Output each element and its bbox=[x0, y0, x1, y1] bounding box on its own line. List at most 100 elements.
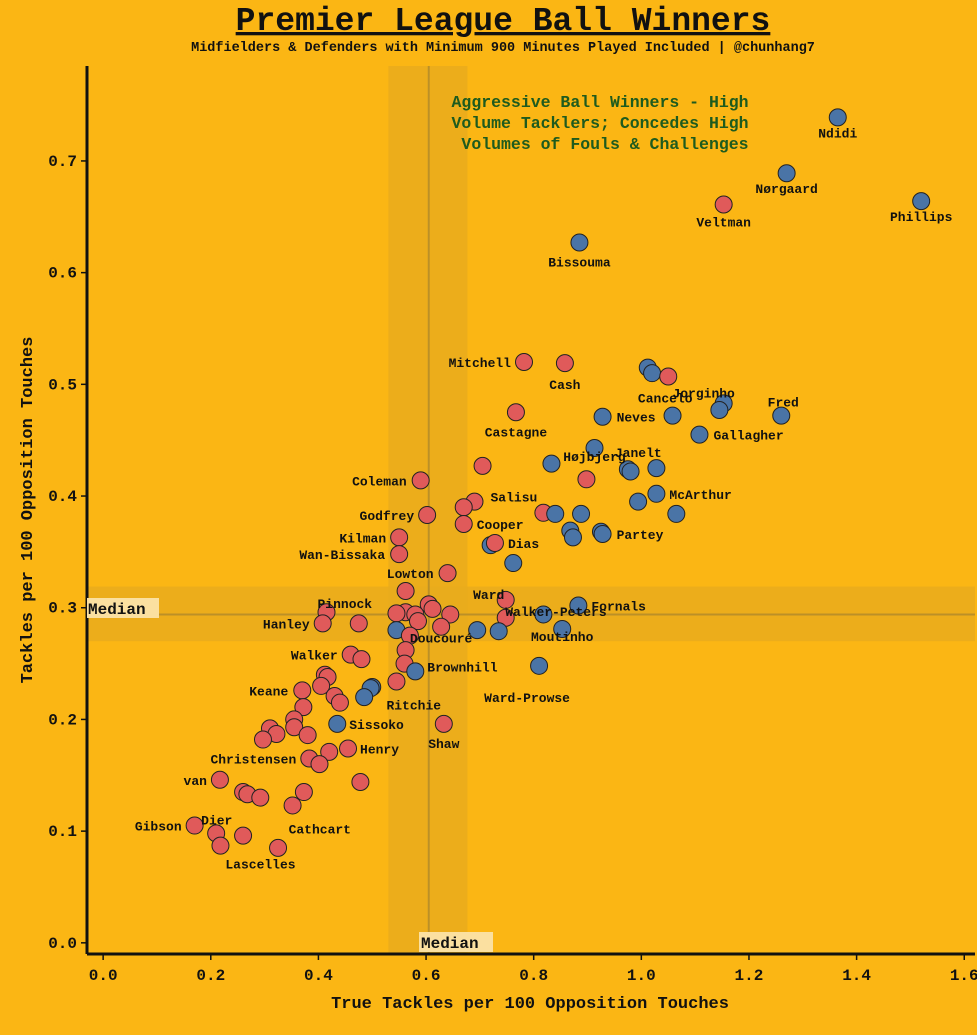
point-18 bbox=[473, 456, 492, 475]
point-label: Jorginho bbox=[672, 386, 735, 401]
point-label: Bissouma bbox=[548, 255, 611, 270]
point-label: Partey bbox=[617, 528, 664, 543]
median-x-label-text: Median bbox=[421, 935, 479, 953]
point-ritchie bbox=[387, 672, 406, 691]
point-label: Gibson bbox=[135, 820, 182, 835]
point-moutinho bbox=[553, 619, 572, 638]
point-label: Shaw bbox=[428, 737, 459, 752]
y-tick-label: 0.4 bbox=[48, 488, 77, 506]
point-55 bbox=[534, 605, 553, 624]
point-15 bbox=[663, 406, 682, 425]
point-33 bbox=[667, 504, 686, 523]
point-label: Lowton bbox=[387, 567, 434, 582]
point-label: Nørgaard bbox=[755, 182, 817, 197]
point-8 bbox=[643, 364, 662, 383]
point-cash bbox=[555, 354, 574, 373]
point-11 bbox=[710, 401, 729, 420]
point-label: Brownhill bbox=[427, 660, 497, 675]
annotation-line-2: Volume Tacklers; Concedes High bbox=[452, 114, 749, 133]
point-veltman bbox=[714, 195, 733, 214]
point-label: Mitchell bbox=[449, 356, 512, 371]
point-label: Pinnock bbox=[317, 597, 372, 612]
point-label: Cathcart bbox=[289, 822, 351, 837]
x-tick-label: 0.2 bbox=[196, 967, 225, 985]
point-mitchell bbox=[515, 353, 534, 371]
point-68 bbox=[352, 650, 371, 669]
point-52 bbox=[387, 604, 406, 623]
annotation-line-1: Aggressive Ball Winners - High bbox=[452, 93, 749, 112]
point-label: Lascelles bbox=[225, 858, 295, 873]
point-28 bbox=[454, 498, 473, 517]
point-label: Walker bbox=[291, 649, 338, 664]
point-partey bbox=[593, 525, 612, 544]
x-tick-label: 1.6 bbox=[950, 967, 977, 985]
x-tick-label: 1.2 bbox=[735, 967, 764, 985]
point-shaw bbox=[434, 714, 453, 733]
y-tick-label: 0.5 bbox=[48, 376, 77, 394]
point-57 bbox=[408, 612, 427, 631]
point-label: van bbox=[184, 774, 208, 789]
y-tick-label: 0.6 bbox=[48, 265, 77, 283]
point-92 bbox=[320, 742, 339, 761]
y-tick-label: 0.3 bbox=[48, 600, 77, 618]
y-tick-label: 0.1 bbox=[48, 823, 77, 841]
x-tick-label: 0.0 bbox=[89, 967, 118, 985]
point-label: Salisu bbox=[490, 491, 537, 506]
axes: 0.0 0.2 0.4 0.6 0.8 1.0 1.2 1.4 1.6 0.0 0.1 0.2 0.3 0… bbox=[48, 66, 977, 985]
point-94 bbox=[310, 755, 329, 774]
point-label: Fornals bbox=[591, 600, 646, 615]
point-kilman bbox=[390, 528, 409, 547]
point-label: Dier bbox=[201, 813, 232, 828]
point-bissouma bbox=[570, 233, 589, 252]
point-99 bbox=[294, 783, 313, 802]
point-label: Kilman bbox=[339, 531, 386, 546]
point-label: Højbjerg bbox=[563, 450, 626, 465]
point-label: Veltman bbox=[696, 216, 751, 231]
data-points bbox=[185, 108, 931, 857]
point-label: Godfrey bbox=[360, 509, 415, 524]
point-label: Ritchie bbox=[386, 698, 441, 713]
point-label: Walker-Peters bbox=[505, 605, 607, 620]
point-label: Hanley bbox=[263, 617, 310, 632]
point-label: Keane bbox=[249, 684, 288, 699]
point-gallagher bbox=[690, 425, 709, 444]
median-x-label-box bbox=[419, 932, 493, 952]
point-50 bbox=[423, 599, 442, 618]
point-keane bbox=[293, 681, 312, 700]
median-y-label-box bbox=[87, 598, 159, 618]
point-label: Castagne bbox=[485, 425, 548, 440]
point-lascelles bbox=[211, 836, 230, 855]
point-neves bbox=[593, 407, 612, 426]
y-tick-label: 0.7 bbox=[48, 153, 77, 171]
point-phillips bbox=[912, 192, 931, 211]
point-19 bbox=[542, 454, 561, 473]
point-godfrey bbox=[418, 506, 437, 525]
point-59 bbox=[349, 614, 368, 633]
point-label: Neves bbox=[617, 411, 656, 426]
median-y-label: Median bbox=[87, 598, 159, 619]
point-ward bbox=[496, 590, 515, 609]
x-axis-label: True Tackles per 100 Opposition Touches bbox=[331, 995, 729, 1014]
point-brownhill bbox=[406, 662, 425, 681]
point-label: Cooper bbox=[477, 518, 524, 533]
point-label: Moutinho bbox=[531, 630, 594, 645]
x-tick-label: 0.4 bbox=[304, 967, 333, 985]
point-38 bbox=[563, 528, 582, 547]
point-45 bbox=[396, 581, 415, 600]
point-label: Fred bbox=[768, 396, 799, 411]
point-cancelo bbox=[659, 367, 678, 386]
y-axis-label: Tackles per 100 Opposition Touches bbox=[19, 337, 38, 684]
point-coleman bbox=[411, 471, 430, 490]
point-lowton bbox=[438, 564, 457, 583]
point-label: Christensen bbox=[210, 753, 296, 768]
point-75 bbox=[312, 676, 331, 695]
median-x-label: Median bbox=[419, 932, 493, 953]
point-89 bbox=[298, 726, 317, 745]
point-90 bbox=[253, 730, 272, 749]
point-label: Cancelo bbox=[638, 392, 693, 407]
x-tick-label: 1.4 bbox=[842, 967, 871, 985]
annotation-text: Aggressive Ball Winners - High Volume Ta… bbox=[452, 93, 759, 154]
point-31 bbox=[546, 504, 565, 523]
